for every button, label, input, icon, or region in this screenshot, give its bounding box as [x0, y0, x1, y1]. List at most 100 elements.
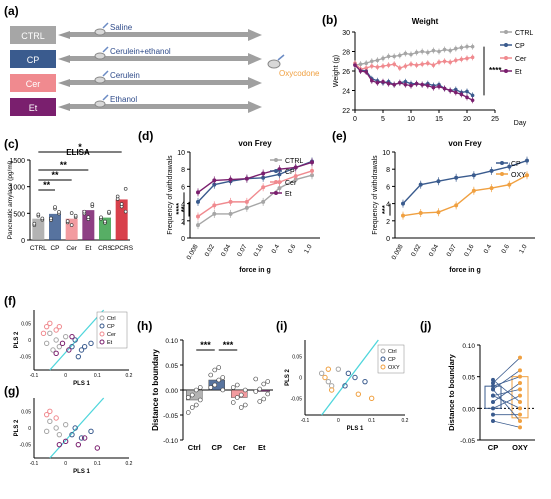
schematic-panel: CTRL Saline CP Cerulein+ethanol Cer Cerulein E… — [10, 22, 320, 116]
data-point — [310, 173, 314, 178]
treatment-label: Saline — [110, 23, 133, 32]
data-point — [244, 205, 249, 210]
series-line-cp — [197, 160, 313, 203]
y-tick-label: 1500 — [9, 158, 25, 165]
series-line-ctrl — [197, 174, 313, 226]
data-point — [420, 82, 425, 87]
treatment-label: Ethanol — [110, 95, 137, 104]
scatter-point-oxy — [325, 366, 332, 372]
legend-label: CP — [511, 161, 521, 168]
data-point — [401, 213, 405, 218]
data-point — [212, 367, 218, 373]
mouse-icon-oxy — [267, 59, 281, 69]
x-tick-label: Cer — [233, 443, 246, 452]
data-point — [257, 386, 263, 392]
pair-line — [492, 379, 521, 403]
legend-label: Ctrl — [107, 316, 116, 322]
x-tick-label: 0.008 — [186, 243, 200, 261]
timeline-arrowhead — [248, 29, 262, 41]
y-tick-label: 1000 — [9, 185, 25, 192]
scatter-point-cp — [69, 431, 75, 438]
data-point — [212, 178, 217, 183]
timeline-arrowhead — [248, 77, 262, 89]
data-point — [310, 168, 314, 173]
panel-label-d: (d) — [138, 129, 153, 143]
legend-marker — [504, 56, 508, 60]
data-point — [431, 63, 436, 67]
y-tick-label: 0.05 — [21, 321, 31, 327]
treatment-label: Cerulein — [110, 71, 140, 80]
data-point — [465, 44, 469, 49]
scatter-point-ctrl — [335, 366, 342, 372]
data-point-oxy — [518, 381, 522, 385]
data-point — [370, 78, 374, 83]
data-point — [386, 54, 391, 59]
decision-boundary — [49, 309, 105, 371]
data-point — [197, 385, 203, 390]
data-point — [193, 402, 199, 408]
y-axis-label: Frequency of withdrawals — [167, 155, 174, 235]
data-point-oxy — [518, 355, 522, 360]
scatter-point-oxy — [328, 387, 335, 393]
syringe-icon — [102, 46, 109, 53]
data-point — [364, 61, 369, 65]
data-point — [358, 69, 363, 73]
weight-chart: Weight 22 24 26 28 30 0 5 10 15 20 25 Day Weight (g) C… — [333, 17, 533, 127]
syringe-icon — [102, 22, 109, 29]
data-point — [196, 199, 200, 204]
scatter-point-cp — [88, 340, 94, 347]
x-tick-label: CRS — [98, 245, 112, 252]
x-tick-label: 0.07 — [236, 243, 249, 258]
x-tick-label: 0 — [64, 373, 67, 379]
y-tick-label: 0 — [181, 236, 185, 243]
data-point — [364, 70, 369, 74]
scatter-point-cp — [72, 337, 78, 343]
data-point — [414, 50, 419, 55]
data-point — [409, 83, 413, 88]
data-point — [409, 52, 413, 57]
pair-line — [492, 376, 521, 387]
x-tick-label: 0.4 — [271, 243, 282, 255]
data-point — [119, 202, 124, 206]
scatter-point-ctrl — [325, 378, 332, 385]
scatter-point-ctrl — [53, 425, 59, 431]
y-tick-label: 0.10 — [462, 343, 475, 350]
data-point — [392, 82, 397, 87]
legend-label: Ctrl — [388, 349, 397, 355]
scatter-point-ctrl — [43, 340, 50, 347]
y-tick-label: 0 — [299, 376, 302, 382]
data-point — [277, 186, 282, 191]
group-label: CP — [27, 55, 40, 65]
bar-cer — [65, 218, 78, 240]
data-point — [261, 185, 266, 190]
scatter-point-ctrl — [47, 418, 53, 425]
data-point — [403, 51, 408, 56]
data-point — [253, 376, 259, 382]
scatter-point-et — [94, 445, 101, 451]
scatter-point-cp — [352, 374, 358, 381]
scatter-point-cp — [362, 378, 368, 385]
scatter-point-cp — [345, 370, 352, 377]
y-axis-label: Distance to boundary — [151, 349, 160, 431]
scatter-point-cp — [72, 425, 78, 431]
significance-label: ** — [51, 170, 59, 180]
legend-label: Cer — [285, 180, 297, 187]
data-point-cp — [491, 387, 495, 392]
x-tick-label: CP — [212, 443, 222, 452]
vonfrey-groups-chart: von Frey 0 2 4 6 8 10 0.008 0.02 0.04 0.07 0.16 0.4 0… — [167, 139, 320, 274]
x-tick-label: 0.02 — [204, 243, 217, 258]
significance-label: **** — [489, 66, 502, 75]
data-point-oxy — [518, 412, 522, 417]
data-point — [253, 389, 259, 394]
x-tick-label: 0.6 — [287, 243, 298, 255]
data-point — [103, 219, 107, 224]
timeline-bar — [70, 56, 248, 61]
data-point — [228, 177, 233, 182]
x-tick-label: CTRL — [30, 245, 47, 252]
data-point — [381, 56, 385, 61]
x-tick-label: 0.1 — [94, 461, 101, 467]
data-point — [470, 98, 475, 103]
legend-label: CP — [107, 324, 115, 330]
x-tick-label: Et — [258, 443, 266, 452]
data-point — [82, 209, 87, 214]
